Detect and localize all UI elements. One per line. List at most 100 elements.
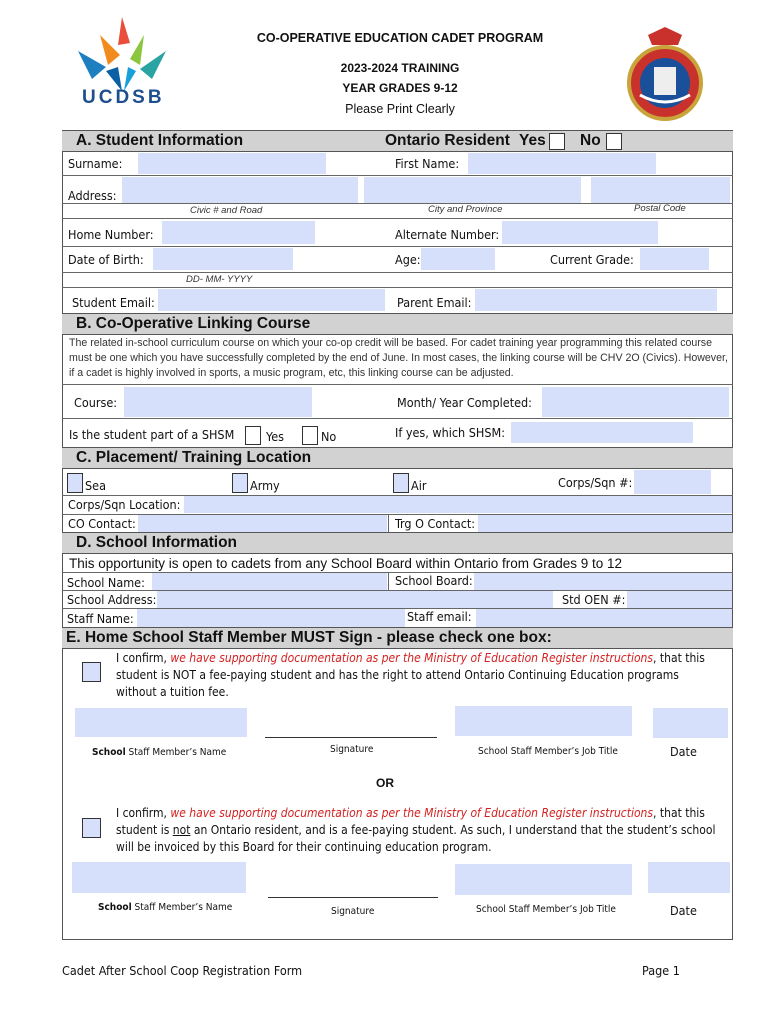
student-email-field[interactable]: [158, 289, 385, 311]
or-divider-text: OR: [376, 776, 394, 790]
corps-number-label: Corps/Sqn #:: [558, 475, 633, 490]
shsm-no-label: No: [321, 429, 337, 444]
staff-name-field[interactable]: [137, 609, 405, 627]
staff-email-field[interactable]: [476, 609, 732, 627]
current-grade-field[interactable]: [640, 248, 709, 270]
confirm-emphasis: we have supporting documentation as per …: [170, 651, 654, 665]
divider: [62, 514, 733, 515]
date-caption-2: Date: [670, 903, 697, 918]
date-caption-1: Date: [670, 744, 697, 759]
parent-email-label: Parent Email:: [397, 295, 472, 310]
school-name-field[interactable]: [152, 573, 387, 590]
co-contact-field[interactable]: [138, 515, 387, 532]
form-title: CO-OPERATIVE EDUCATION CADET PROGRAM: [256, 31, 544, 45]
staff-name-field-2[interactable]: [72, 862, 246, 893]
staff-name-field-1[interactable]: [75, 708, 247, 737]
first-name-field[interactable]: [468, 153, 656, 174]
not-fee-paying-checkbox[interactable]: [82, 662, 101, 682]
postal-caption: Postal Code: [634, 203, 686, 214]
resident-yes-label: Yes: [519, 132, 546, 149]
job-title-caption-2: School Staff Member’s Job Title: [476, 904, 616, 915]
address-label: Address:: [68, 188, 117, 203]
section-e-title: E. Home School Staff Member MUST Sign - …: [66, 629, 552, 646]
address-civic-field[interactable]: [122, 177, 358, 203]
dob-format-caption: DD- MM- YYYY: [186, 274, 253, 285]
resident-no-checkbox[interactable]: [606, 133, 622, 150]
linking-course-description: The related in-school curriculum course …: [69, 337, 728, 379]
section-a-title: A. Student Information: [76, 132, 244, 149]
section-a-header: A. Student Information Ontario Resident …: [62, 130, 733, 152]
school-board-field[interactable]: [474, 573, 732, 590]
not-emphasis: not: [172, 823, 191, 837]
job-title-field-2[interactable]: [455, 864, 632, 895]
signature-line-1: [265, 737, 437, 738]
divider: [62, 175, 733, 176]
oen-label: Std OEN #:: [562, 592, 626, 607]
signature-line-2: [268, 897, 438, 898]
alternate-number-field[interactable]: [502, 221, 658, 244]
confirm-emphasis: we have supporting documentation as per …: [170, 806, 654, 820]
job-title-field-1[interactable]: [455, 706, 632, 736]
surname-field[interactable]: [138, 153, 326, 174]
address-city-field[interactable]: [364, 177, 581, 203]
air-checkbox[interactable]: [393, 473, 409, 493]
section-d-title: D. School Information: [76, 534, 238, 551]
section-c-header: C. Placement/ Training Location: [62, 447, 733, 469]
shsm-question: Is the student part of a SHSM: [69, 427, 235, 442]
course-field[interactable]: [124, 387, 312, 417]
date-field-1[interactable]: [653, 708, 728, 738]
fee-paying-checkbox[interactable]: [82, 818, 101, 838]
surname-label: Surname:: [68, 156, 123, 171]
army-label: Army: [250, 478, 280, 493]
corps-number-field[interactable]: [634, 470, 711, 494]
resident-no-label: No: [580, 132, 601, 149]
course-label: Course:: [74, 395, 118, 410]
divider: [62, 246, 733, 247]
staff-name-caption-2: School Staff Member’s Name: [98, 902, 233, 913]
alternate-number-label: Alternate Number:: [395, 227, 500, 242]
footer-page-number: Page 1: [642, 963, 680, 978]
sea-label: Sea: [85, 478, 106, 493]
staff-name-label: Staff Name:: [67, 611, 134, 626]
school-address-field[interactable]: [157, 591, 553, 608]
divider: [62, 572, 733, 573]
oen-field[interactable]: [627, 591, 732, 608]
signature-caption-2: Signature: [331, 906, 375, 917]
grades: YEAR GRADES 9-12: [342, 81, 458, 95]
dob-field[interactable]: [153, 248, 293, 270]
air-label: Air: [411, 478, 427, 493]
shsm-no-checkbox[interactable]: [302, 426, 318, 445]
month-year-field[interactable]: [542, 387, 729, 417]
corps-location-field[interactable]: [184, 496, 732, 513]
confirm-text: , that this student is: [116, 806, 705, 837]
section-b-header: B. Co-Operative Linking Course: [62, 313, 733, 335]
home-number-label: Home Number:: [68, 227, 154, 242]
home-number-field[interactable]: [162, 221, 315, 244]
trg-contact-label: Trg O Contact:: [395, 516, 476, 531]
trg-contact-field[interactable]: [478, 515, 732, 532]
confirm-text: an Ontario resident, and is a fee-paying…: [116, 823, 716, 854]
parent-email-field[interactable]: [475, 289, 717, 311]
signature-caption-1: Signature: [330, 744, 374, 755]
sea-checkbox[interactable]: [67, 473, 83, 493]
army-checkbox[interactable]: [232, 473, 248, 493]
ucdsb-logo: UCDSB: [70, 15, 180, 110]
school-board-label: School Board:: [395, 573, 473, 588]
ontario-resident-label: Ontario Resident: [385, 132, 510, 149]
shsm-yes-label: Yes: [266, 429, 284, 444]
address-postal-field[interactable]: [591, 177, 730, 203]
which-shsm-field[interactable]: [511, 422, 693, 443]
divider: [62, 203, 733, 204]
civic-caption: Civic # and Road: [190, 205, 263, 216]
confirm-text: I confirm,: [116, 651, 171, 665]
confirm-text: I confirm,: [116, 806, 171, 820]
age-field[interactable]: [421, 248, 495, 270]
divider: [62, 495, 733, 496]
divider: [388, 514, 389, 532]
resident-yes-checkbox[interactable]: [549, 133, 565, 150]
shsm-yes-checkbox[interactable]: [245, 426, 261, 445]
school-address-label: School Address:: [67, 592, 157, 607]
section-e-header: E. Home School Staff Member MUST Sign - …: [62, 627, 733, 649]
student-email-label: Student Email:: [72, 295, 155, 310]
date-field-2[interactable]: [648, 862, 730, 893]
